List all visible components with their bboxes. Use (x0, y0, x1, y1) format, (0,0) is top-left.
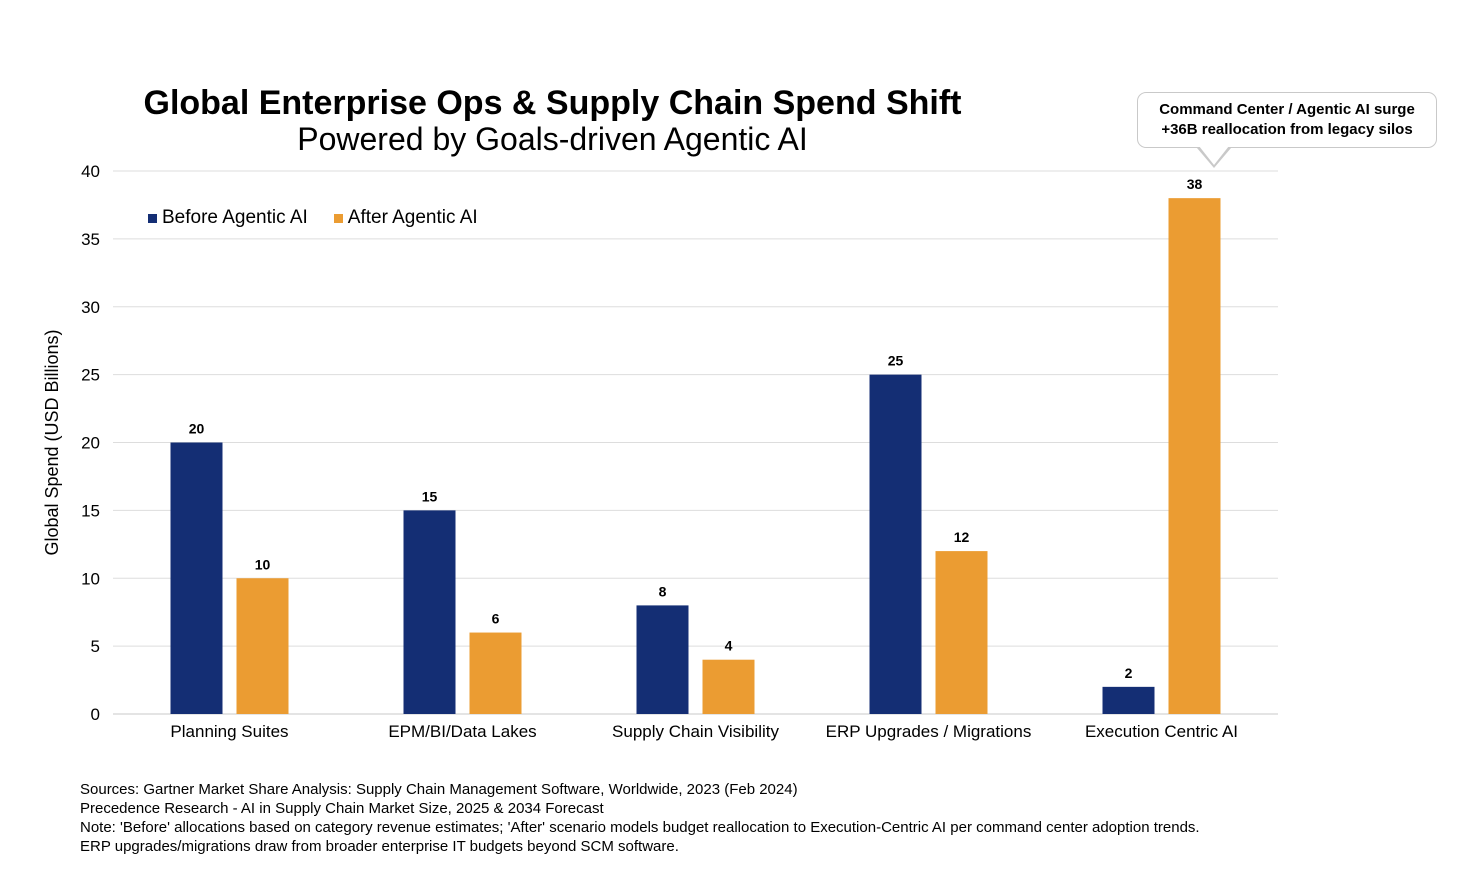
data-label: 12 (954, 529, 970, 545)
y-tick-label: 30 (81, 298, 100, 317)
x-tick-label: EPM/BI/Data Lakes (388, 722, 536, 741)
bar-after (236, 578, 289, 714)
bar-after (702, 659, 755, 714)
legend-swatch-before (148, 213, 157, 223)
source-line: ERP upgrades/migrations draw from broade… (80, 838, 679, 855)
legend: Before Agentic AI After Agentic AI (148, 207, 478, 229)
x-tick-label: ERP Upgrades / Migrations (826, 722, 1032, 741)
x-tick-label: Execution Centric AI (1085, 722, 1238, 741)
chart-title: Global Enterprise Ops & Supply Chain Spe… (143, 84, 962, 122)
y-tick-label: 35 (81, 230, 100, 249)
annotation-callout: Command Center / Agentic AI surge +36B r… (1137, 92, 1437, 148)
bar-before (869, 374, 922, 714)
source-line: Precedence Research - AI in Supply Chain… (80, 800, 604, 817)
data-label: 2 (1125, 665, 1133, 681)
y-tick-label: 15 (81, 501, 100, 520)
y-axis-label: Global Spend (USD Billions) (42, 329, 62, 555)
source-line: Sources: Gartner Market Share Analysis: … (80, 781, 798, 798)
data-label: 6 (492, 611, 500, 627)
bar-after (935, 551, 988, 714)
legend-item-after: After Agentic AI (333, 207, 478, 229)
y-tick-label: 0 (91, 705, 100, 724)
source-line: Note: 'Before' allocations based on cate… (80, 819, 1200, 836)
legend-item-before: Before Agentic AI (148, 207, 308, 229)
annotation-line-1: Command Center / Agentic AI surge (1159, 101, 1415, 118)
x-tick-label: Planning Suites (170, 722, 288, 741)
bar-after (469, 632, 522, 714)
bar-before (403, 510, 456, 714)
data-label: 20 (189, 421, 205, 437)
callout-pointer (1199, 146, 1229, 165)
data-label: 25 (888, 353, 904, 369)
data-label: 38 (1187, 176, 1203, 192)
y-tick-label: 10 (81, 569, 100, 588)
y-tick-label: 5 (91, 637, 100, 656)
legend-label-before: Before Agentic AI (162, 207, 308, 228)
legend-swatch-after (333, 213, 343, 223)
y-tick-label: 25 (81, 366, 100, 385)
y-tick-label: 40 (81, 162, 100, 181)
x-tick-label: Supply Chain Visibility (612, 722, 779, 741)
annotation-line-2: +36B reallocation from legacy silos (1161, 121, 1413, 138)
data-label: 15 (422, 488, 438, 504)
bar-before (636, 605, 689, 714)
data-label: 8 (659, 583, 667, 599)
bar-after (1168, 198, 1221, 714)
sources-notes: Sources: Gartner Market Share Analysis: … (80, 780, 1200, 856)
y-tick-label: 20 (81, 434, 100, 453)
chart-subtitle: Powered by Goals-driven Agentic AI (297, 121, 808, 157)
bar-before (1102, 686, 1155, 714)
bar-before (170, 442, 223, 714)
data-label: 4 (725, 638, 733, 654)
legend-label-after: After Agentic AI (347, 207, 478, 228)
data-label: 10 (255, 556, 271, 572)
